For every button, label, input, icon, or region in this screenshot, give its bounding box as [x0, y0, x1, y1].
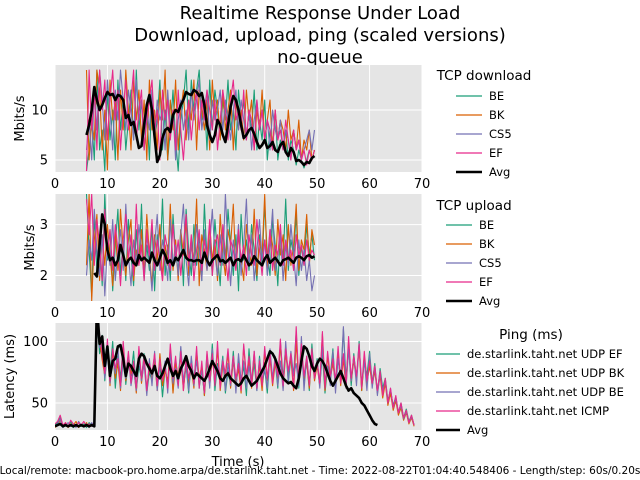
- upload-legend-title: TCP upload: [435, 198, 511, 214]
- ping-legend-entry: Avg: [467, 423, 488, 437]
- ping-series-de-starlink-taht-net-icmp: [55, 323, 415, 427]
- upload-x-tick-label: 70: [414, 306, 431, 321]
- upload-series-ef: [85, 194, 315, 287]
- upload-y-axis-label: Mbits/s: [23, 224, 38, 270]
- ping-x-tick-label: 40: [256, 435, 273, 450]
- ping-legend-title: Ping (ms): [499, 327, 563, 343]
- download-x-tick-label: 40: [256, 177, 273, 192]
- download-series-ef: [85, 69, 316, 172]
- upload-x-tick-label: 40: [256, 306, 273, 321]
- download-legend-entry: EF: [489, 146, 503, 160]
- download-y-axis-label: Mbits/s: [13, 95, 28, 141]
- download-legend-entry: BE: [489, 89, 504, 103]
- upload-x-tick-label: 60: [361, 306, 378, 321]
- ping-x-tick-label: 20: [152, 435, 169, 450]
- ping-legend-entry: de.starlink.taht.net UDP EF: [467, 347, 623, 361]
- upload-legend-entry: CS5: [479, 256, 502, 270]
- figure-title-line-1: Realtime Response Under Load: [180, 3, 461, 24]
- upload-legend-entry: EF: [479, 275, 493, 289]
- ping-legend-entry: de.starlink.taht.net UDP BK: [467, 366, 625, 380]
- download-x-tick-label: 20: [152, 177, 169, 192]
- ping-x-tick-label: 10: [99, 435, 116, 450]
- ping-y-tick-label: 100: [23, 335, 48, 350]
- ping-legend-entry: de.starlink.taht.net UDP BE: [467, 385, 624, 399]
- upload-legend-entry: Avg: [479, 294, 500, 308]
- download-series-avg: [85, 85, 316, 167]
- download-y-tick-label: 10: [31, 104, 48, 119]
- upload-legend-entry: BK: [479, 237, 495, 251]
- upload-x-tick-label: 10: [99, 306, 116, 321]
- figure-footer: Local/remote: macbook-pro.home.arpa/de.s…: [0, 465, 640, 477]
- upload-y-tick-label: 3: [40, 218, 48, 233]
- ping-y-tick-label: 50: [31, 396, 48, 411]
- upload-x-tick-label: 0: [51, 306, 59, 321]
- upload-series-avg: [93, 213, 316, 278]
- upload-x-tick-label: 30: [204, 306, 221, 321]
- upload-x-tick-label: 50: [309, 306, 326, 321]
- figure-title-line-3: no-queue: [277, 47, 363, 68]
- download-x-tick-label: 30: [204, 177, 221, 192]
- upload-series-cs5: [85, 194, 316, 297]
- ping-series-avg: [55, 323, 378, 428]
- upload-y-tick-label: 2: [40, 269, 48, 284]
- download-x-tick-label: 50: [309, 177, 326, 192]
- ping-x-tick-label: 30: [204, 435, 221, 450]
- download-x-tick-label: 60: [361, 177, 378, 192]
- ping-x-tick-label: 0: [51, 435, 59, 450]
- ping-x-tick-label: 60: [361, 435, 378, 450]
- ping-panel: 0 10 20 30 40 50 60 70 50 100 Latency (ms) Ping (ms…: [3, 323, 625, 450]
- download-x-tick-label: 0: [51, 177, 59, 192]
- download-legend-title: TCP download: [436, 68, 532, 84]
- download-x-tick-label: 70: [414, 177, 431, 192]
- x-axis-label: Time (s): [211, 455, 265, 470]
- ping-x-tick-label: 50: [309, 435, 326, 450]
- download-legend-entry: BK: [489, 108, 505, 122]
- ping-legend-entry: de.starlink.taht.net ICMP: [467, 404, 609, 418]
- download-legend-entry: Avg: [489, 165, 510, 179]
- ping-y-axis-label: Latency (ms): [3, 334, 18, 419]
- download-x-tick-label: 10: [99, 177, 116, 192]
- figure-title-line-2: Download, upload, ping (scaled versions): [134, 25, 506, 46]
- upload-x-tick-label: 20: [152, 306, 169, 321]
- download-legend-entry: CS5: [489, 127, 512, 141]
- download-y-tick-label: 5: [40, 154, 48, 169]
- ping-x-tick-label: 70: [414, 435, 431, 450]
- upload-legend-entry: BE: [479, 218, 494, 232]
